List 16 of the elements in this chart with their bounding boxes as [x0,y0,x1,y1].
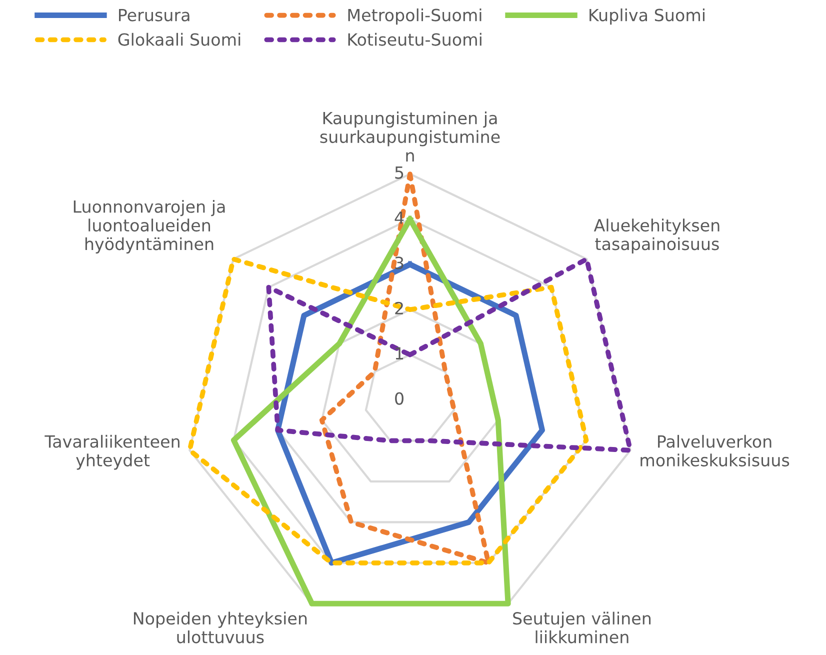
spoke-label: Kaupungistuminen ja suurkaupungistumine n [320,112,500,162]
y-tick-label: 0 [395,392,404,405]
spoke-label: Palveluverkon monikeskuksisuus [640,434,790,466]
spoke-label: Aluekehityksen tasapainoisuus [594,218,720,254]
legend-label: Metropoli-Suomi [348,8,482,25]
spoke-label: Nopeiden yhteyksien ulottuvuus [134,612,307,644]
legend-label: Kupliva Suomi [590,8,704,25]
legend-label: Glokaali Suomi [118,32,240,46]
spoke-label: Luonnonvarojen ja luontoalueiden hyödyntäminen [74,200,225,254]
legend-label: Kotiseutu-Suomi [348,32,482,46]
spoke-label: Seutujen välinen liikkuminen [513,612,651,644]
y-tick-label: 5 [395,166,404,179]
y-tick-label: 4 [394,212,404,224]
y-tick-label: 1 [396,347,404,360]
spoke-label: Tavaraliikenteen yhteydet [44,434,180,470]
legend-label: Perusura [119,8,190,22]
